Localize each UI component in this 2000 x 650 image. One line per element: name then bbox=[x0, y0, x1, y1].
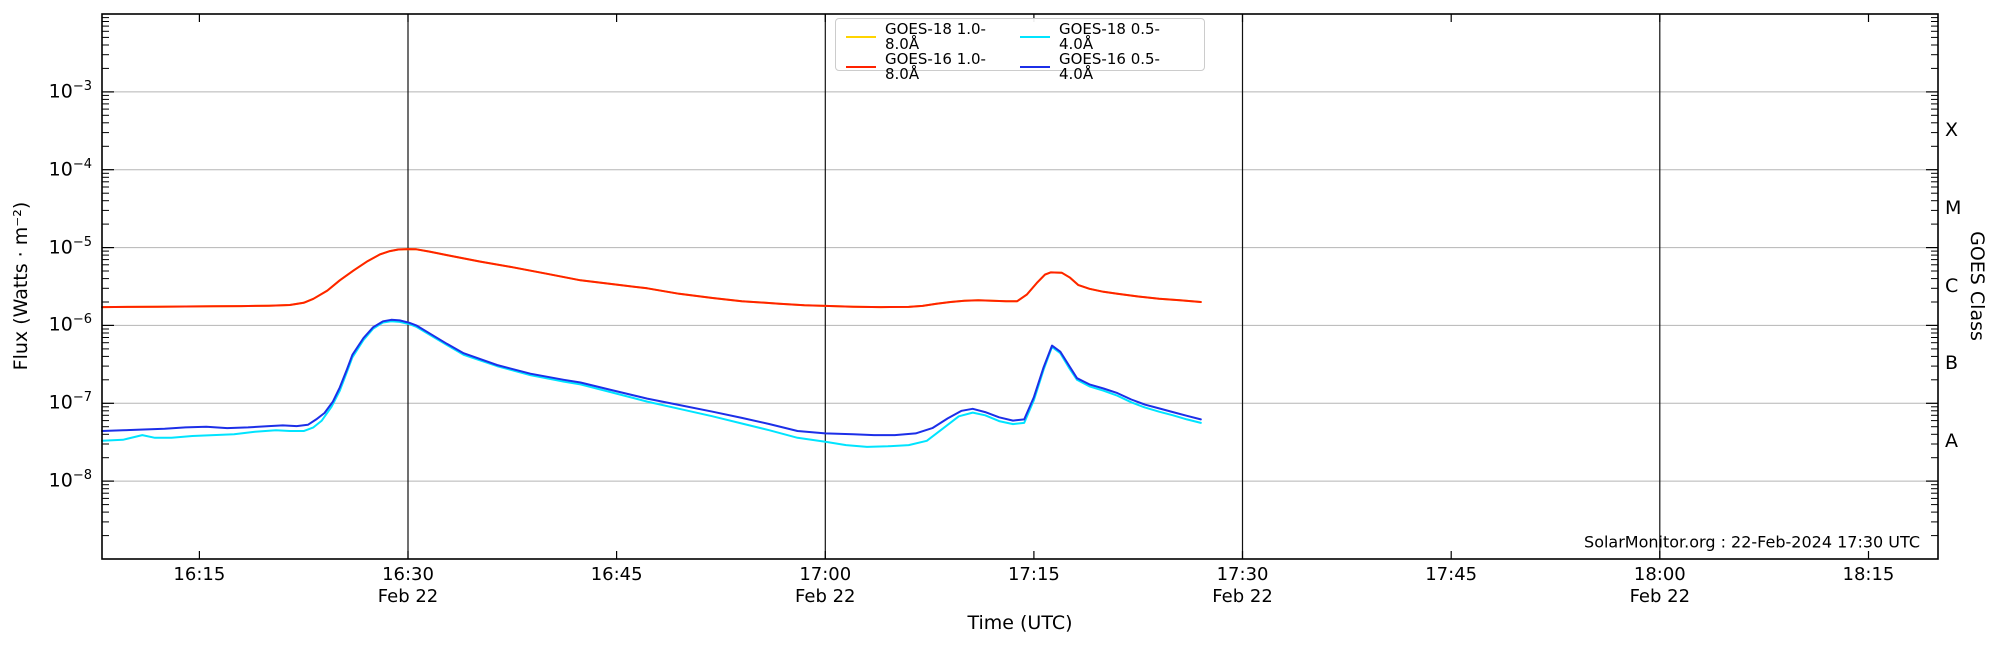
x-tick-label: 18:15 bbox=[1842, 564, 1895, 585]
series-2 bbox=[101, 320, 1202, 448]
y-tick-label: 10−3 bbox=[48, 78, 92, 103]
legend-entry-label: GOES-18 0.5-4.0Å bbox=[1059, 20, 1160, 53]
goes-class-label: A bbox=[1945, 430, 1958, 453]
legend-line-sample bbox=[1020, 66, 1050, 68]
x-tick-label: 17:30 bbox=[1216, 564, 1269, 585]
goes-class-label: C bbox=[1945, 274, 1959, 297]
goes-class-label: M bbox=[1945, 196, 1962, 219]
legend-entry: GOES-18 0.5-4.0Å bbox=[1020, 22, 1194, 52]
legend-entry-label: GOES-16 1.0-8.0Å bbox=[885, 50, 986, 83]
y-tick-label: 10−6 bbox=[48, 312, 92, 336]
legend-entry: GOES-18 1.0-8.0Å bbox=[846, 22, 1020, 52]
x-tick-label: 17:45 bbox=[1425, 564, 1478, 585]
x-tick-label: 18:00 bbox=[1633, 564, 1686, 585]
legend-line-sample bbox=[1020, 36, 1050, 38]
y-axis-label: Flux (Watts · m⁻²) bbox=[10, 201, 32, 371]
legend-line-sample bbox=[846, 66, 876, 68]
x-tick-date-label: Feb 22 bbox=[1629, 586, 1691, 607]
x-tick-label: 17:00 bbox=[799, 564, 852, 585]
x-tick-date-label: Feb 22 bbox=[377, 586, 439, 607]
legend-entry: GOES-16 1.0-8.0Å bbox=[846, 52, 1020, 82]
x-tick-label: 16:15 bbox=[173, 564, 226, 585]
goes-class-label: B bbox=[1945, 352, 1959, 375]
series-3 bbox=[101, 318, 1202, 437]
legend-entry: GOES-16 0.5-4.0Å bbox=[1020, 52, 1194, 82]
x-tick-date-label: Feb 22 bbox=[795, 586, 856, 607]
x-axis-label: Time (UTC) bbox=[967, 612, 1073, 634]
legend-line-sample bbox=[846, 36, 876, 38]
y-tick-label: 10−5 bbox=[48, 234, 92, 258]
x-tick-label: 17:15 bbox=[1007, 564, 1060, 585]
series-0 bbox=[101, 248, 1202, 309]
legend-entry-label: GOES-18 1.0-8.0Å bbox=[885, 20, 986, 53]
goes-class-label: X bbox=[1945, 118, 1959, 141]
watermark-credit: SolarMonitor.org : 22-Feb-2024 17:30 UTC bbox=[1584, 532, 1920, 552]
legend-entry-label: GOES-16 0.5-4.0Å bbox=[1059, 50, 1160, 83]
legend: GOES-18 1.0-8.0Å GOES-16 1.0-8.0Å GOES-18 … bbox=[835, 18, 1205, 82]
series-1 bbox=[101, 248, 1202, 309]
y-tick-label: 10−8 bbox=[48, 468, 92, 492]
x-tick-date-label: Feb 22 bbox=[1212, 586, 1273, 607]
x-tick-label: 16:45 bbox=[590, 564, 643, 585]
y-tick-label: 10−7 bbox=[48, 390, 92, 414]
x-tick-label: 16:30 bbox=[382, 564, 434, 585]
y-tick-label: 10−4 bbox=[48, 156, 92, 181]
right-axis-label: GOES Class bbox=[1966, 231, 1988, 341]
